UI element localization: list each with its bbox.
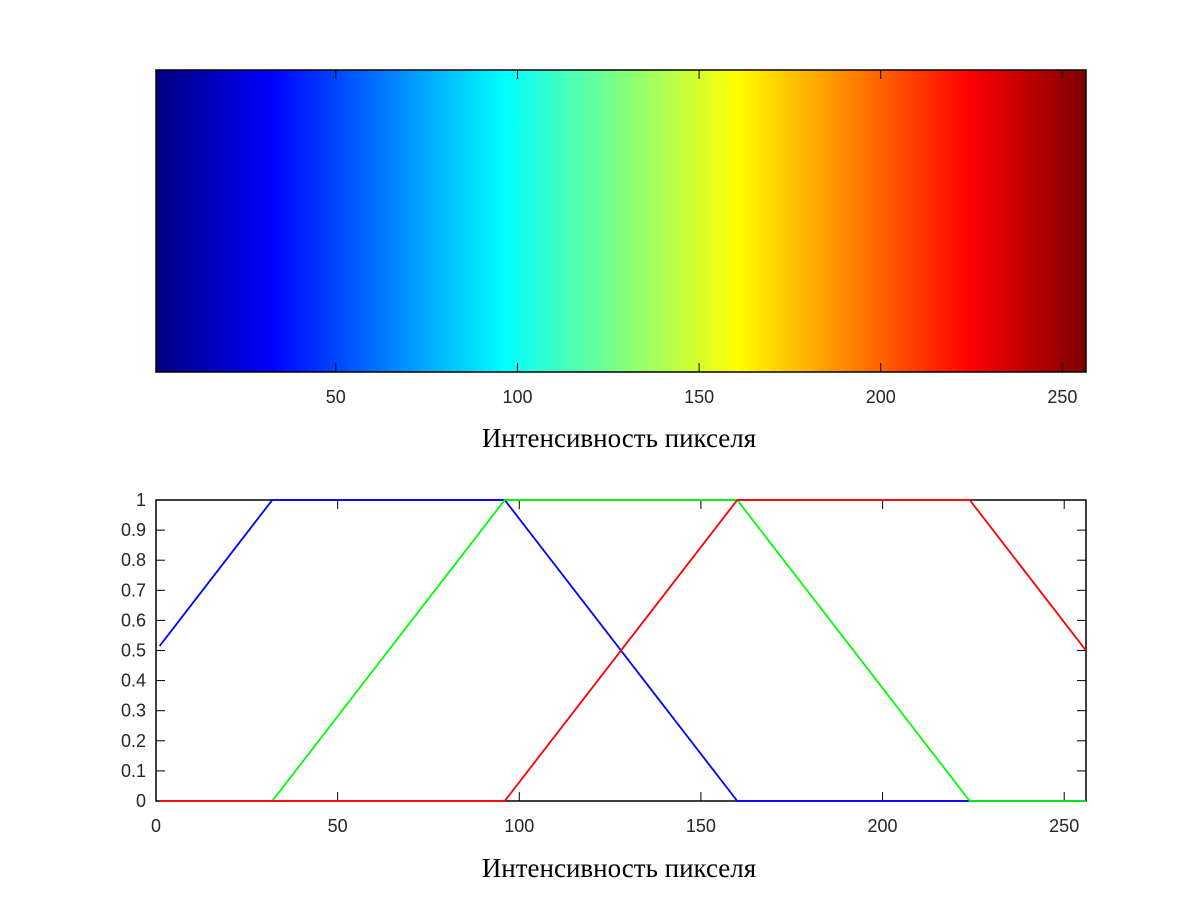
y-tick-label: 0.2 xyxy=(121,731,146,751)
x-tick-label: 150 xyxy=(686,816,716,836)
line-chart-panel: 0 50 100 150 200 250 0 0.1 0.2 0.3 0.4 0.5 0.6 0.7 0.8… xyxy=(121,490,1087,883)
colorbar-x-tick-label: 250 xyxy=(1047,387,1077,407)
x-tick-label: 100 xyxy=(504,816,534,836)
x-tick-label: 200 xyxy=(868,816,898,836)
colorbar-x-tick-label: 200 xyxy=(866,387,896,407)
colorbar-panel: 50 100 150 200 250 Интенсивность пикселя xyxy=(155,69,1087,453)
colorbar-x-axis-label: Интенсивность пикселя xyxy=(482,423,756,453)
line-chart-x-axis-label: Интенсивность пикселя xyxy=(482,853,756,883)
y-tick-label: 0.7 xyxy=(121,580,146,600)
y-tick-label: 0.8 xyxy=(121,550,146,570)
y-tick-label: 0.4 xyxy=(121,671,146,691)
y-tick-label: 0.9 xyxy=(121,520,146,540)
y-tick-label: 0.5 xyxy=(121,641,146,661)
x-tick-label: 250 xyxy=(1049,816,1079,836)
y-tick-label: 0.1 xyxy=(121,761,146,781)
line-chart-series xyxy=(158,499,1087,802)
colorbar-strip xyxy=(156,70,1086,372)
line-chart-ticks: 0 50 100 150 200 250 0 0.1 0.2 0.3 0.4 0.5 0.6 0.7 0.8… xyxy=(121,490,1086,836)
x-tick-label: 50 xyxy=(328,816,348,836)
x-tick-label: 0 xyxy=(151,816,161,836)
colorbar-frame xyxy=(155,69,1087,373)
colorbar-x-ticks: 50 100 150 200 250 xyxy=(326,70,1077,407)
y-tick-label: 0 xyxy=(136,791,146,811)
series-line-2 xyxy=(159,499,1086,802)
y-tick-label: 0.3 xyxy=(121,701,146,721)
colorbar-x-tick-label: 100 xyxy=(502,387,532,407)
series-line-3 xyxy=(159,499,1087,802)
colorbar-x-tick-label: 150 xyxy=(684,387,714,407)
y-tick-label: 0.6 xyxy=(121,610,146,630)
y-tick-label: 1 xyxy=(136,490,146,510)
series-line-1 xyxy=(158,499,1086,802)
colorbar-x-tick-label: 50 xyxy=(326,387,346,407)
